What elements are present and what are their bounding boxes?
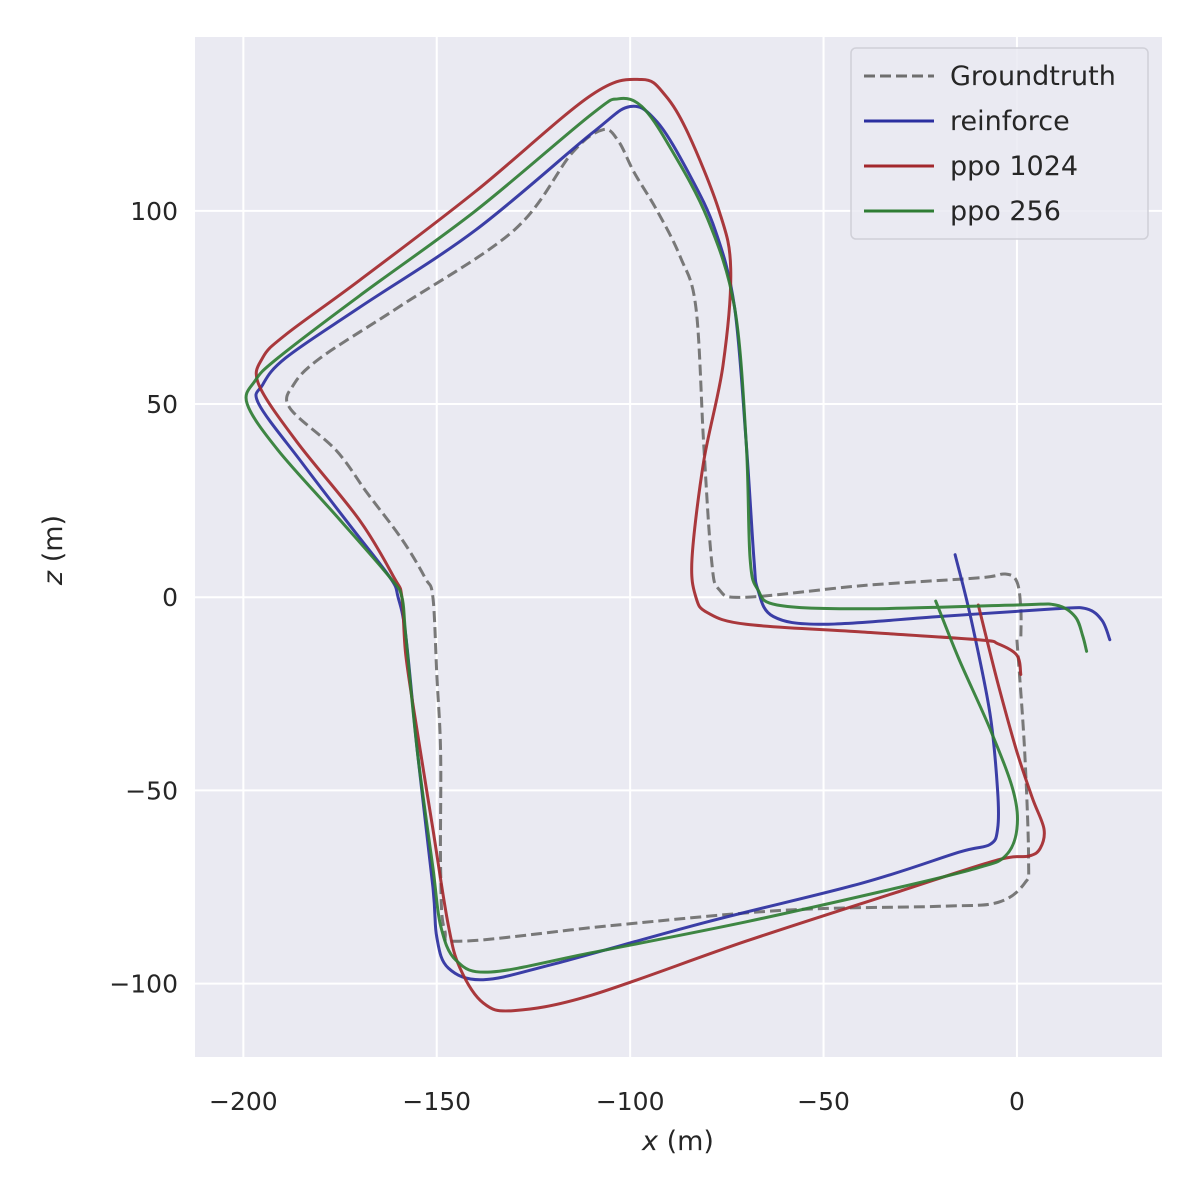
y-axis-unit: (m)	[38, 515, 69, 571]
series-line-groundtruth	[285, 127, 1031, 943]
y-tick-labels: −100 −50 0 50 100	[109, 197, 178, 999]
legend-label-groundtruth: Groundtruth	[950, 61, 1116, 92]
legend: Groundtruth reinforce ppo 1024 ppo 256	[850, 47, 1149, 240]
series-lines	[244, 77, 1112, 1013]
x-tick-label: −100	[596, 1087, 665, 1116]
legend-label-ppo-256: ppo 256	[950, 196, 1061, 227]
legend-items: Groundtruth reinforce ppo 1024 ppo 256	[864, 61, 1116, 227]
x-tick-label: 0	[1009, 1087, 1025, 1116]
x-tick-labels: −200 −150 −100 −50 0	[209, 1087, 1025, 1116]
x-tick-label: −50	[797, 1087, 850, 1116]
x-axis-var: x	[641, 1126, 659, 1157]
x-axis-label: x (m)	[641, 1126, 714, 1157]
y-tick-label: 100	[130, 197, 178, 226]
y-axis-var: z	[38, 570, 69, 586]
series-line-ppo-256	[244, 96, 1089, 974]
y-tick-label: −100	[109, 970, 178, 999]
x-tick-label: −200	[209, 1087, 278, 1116]
legend-label-reinforce: reinforce	[950, 106, 1070, 137]
legend-label-ppo-1024: ppo 1024	[950, 151, 1078, 182]
y-tick-label: 50	[146, 390, 178, 419]
y-tick-label: −50	[125, 776, 178, 805]
y-axis-label: z (m)	[38, 515, 69, 586]
y-tick-label: 0	[162, 583, 178, 612]
legend-box	[850, 47, 1149, 240]
x-tick-label: −150	[402, 1087, 471, 1116]
x-axis-unit: (m)	[658, 1126, 714, 1157]
